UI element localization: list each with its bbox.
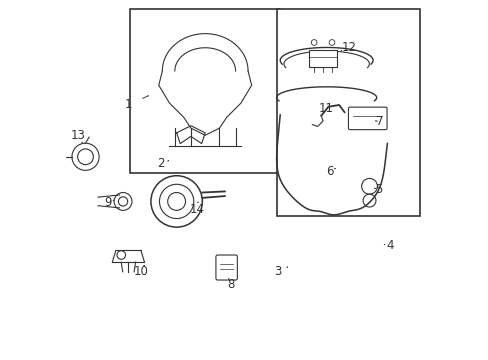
Bar [308,50,337,67]
Text: 12: 12 [341,41,356,54]
Text: 7: 7 [376,115,383,128]
Text: 5: 5 [374,183,381,196]
Text: 6: 6 [325,165,333,178]
Bar [276,9,419,216]
Text: 4: 4 [386,239,393,252]
Text: 14: 14 [189,203,204,216]
Text: 11: 11 [319,102,333,115]
Text: 2: 2 [157,157,164,170]
Text: 9: 9 [104,196,112,210]
Bar [130,9,280,173]
Text: 8: 8 [227,278,234,291]
Text: 3: 3 [273,265,281,278]
Text: 10: 10 [133,265,148,278]
Text: 13: 13 [71,129,86,142]
FancyBboxPatch shape [216,255,237,280]
Text: 1: 1 [124,99,132,112]
FancyBboxPatch shape [348,107,386,130]
